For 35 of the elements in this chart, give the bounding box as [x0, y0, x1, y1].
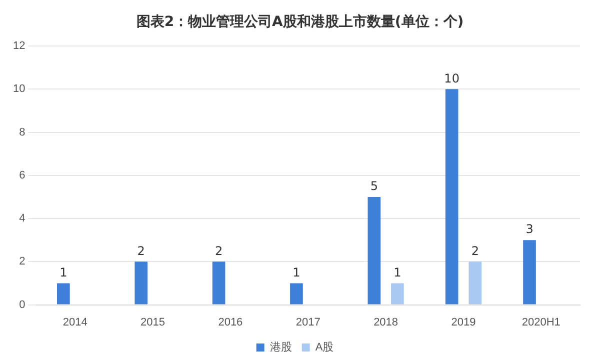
bar — [57, 283, 70, 304]
bar — [368, 196, 381, 304]
bar — [134, 262, 148, 304]
bar — [290, 283, 303, 304]
data-label: 3 — [526, 222, 534, 236]
data-label: 5 — [370, 179, 378, 194]
y-tick-label: 4 — [19, 212, 26, 225]
bar — [391, 283, 404, 304]
legend-label: 港股 — [270, 340, 292, 354]
y-tick-label: 8 — [19, 126, 26, 138]
data-label: 2 — [137, 244, 145, 258]
chart-title: 图表2：物业管理公司A股和港股上市数量(单位：个) — [135, 12, 465, 32]
x-tick-label: 2016 — [218, 316, 243, 328]
x-tick-label: 2019 — [451, 316, 476, 328]
y-tick-label: 0 — [19, 298, 26, 311]
data-label: 2 — [214, 244, 223, 258]
legend-label: A股 — [315, 342, 334, 354]
y-tick-label: 2 — [19, 256, 26, 268]
data-label: 1 — [394, 265, 402, 280]
x-tick-label: 2020H1 — [522, 316, 560, 328]
y-tick-label: 6 — [19, 169, 26, 182]
bar — [445, 89, 458, 304]
x-tick-label: 2017 — [296, 316, 320, 328]
bar — [523, 240, 536, 304]
data-label: 1 — [60, 265, 68, 280]
x-tick-label: 2014 — [62, 316, 88, 328]
y-tick-label: 12 — [12, 40, 26, 52]
x-tick-label: 2018 — [374, 316, 398, 328]
data-label: 10 — [444, 71, 460, 86]
data-label: 1 — [292, 265, 300, 280]
bar — [468, 262, 482, 304]
data-label: 2 — [471, 244, 479, 258]
bar — [212, 262, 226, 304]
y-tick-label: 10 — [12, 83, 26, 96]
x-tick-label: 2015 — [140, 316, 165, 328]
